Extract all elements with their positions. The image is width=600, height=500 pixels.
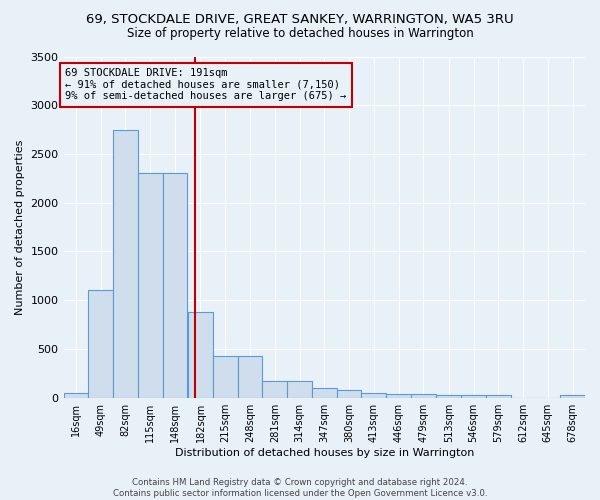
Bar <box>386 394 411 398</box>
Bar <box>337 390 361 398</box>
Bar <box>88 290 113 398</box>
Bar <box>138 174 163 398</box>
Bar <box>213 356 238 398</box>
Bar <box>262 381 287 398</box>
Bar <box>560 395 585 398</box>
Text: Size of property relative to detached houses in Warrington: Size of property relative to detached ho… <box>127 28 473 40</box>
X-axis label: Distribution of detached houses by size in Warrington: Distribution of detached houses by size … <box>175 448 474 458</box>
Bar <box>411 394 436 398</box>
Bar <box>163 174 187 398</box>
Bar <box>461 395 486 398</box>
Bar <box>64 393 88 398</box>
Bar <box>287 381 312 398</box>
Bar <box>436 395 461 398</box>
Text: 69 STOCKDALE DRIVE: 191sqm
← 91% of detached houses are smaller (7,150)
9% of se: 69 STOCKDALE DRIVE: 191sqm ← 91% of deta… <box>65 68 346 102</box>
Y-axis label: Number of detached properties: Number of detached properties <box>15 140 25 315</box>
Bar <box>238 356 262 398</box>
Bar <box>312 388 337 398</box>
Bar <box>113 130 138 398</box>
Bar <box>188 312 213 398</box>
Bar <box>486 395 511 398</box>
Bar <box>361 393 386 398</box>
Text: Contains HM Land Registry data © Crown copyright and database right 2024.
Contai: Contains HM Land Registry data © Crown c… <box>113 478 487 498</box>
Text: 69, STOCKDALE DRIVE, GREAT SANKEY, WARRINGTON, WA5 3RU: 69, STOCKDALE DRIVE, GREAT SANKEY, WARRI… <box>86 12 514 26</box>
